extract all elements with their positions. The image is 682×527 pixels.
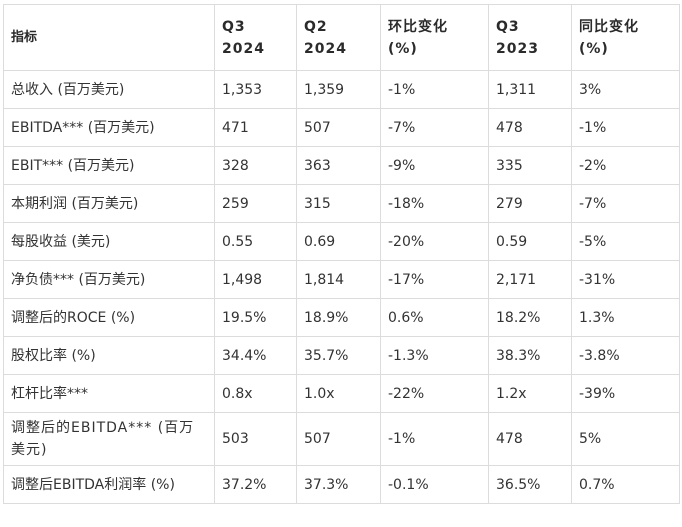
- cell-qoq-change: -20%: [380, 222, 489, 261]
- cell-q3-2023: 478: [488, 108, 572, 147]
- cell-q3-2024: 503: [214, 412, 297, 466]
- table-row: 调整后的ROCE (%) 19.5% 18.9% 0.6% 18.2% 1.3%: [3, 298, 680, 337]
- cell-q3-2024: 1,498: [214, 260, 297, 299]
- cell-q3-2024: 328: [214, 146, 297, 185]
- cell-q3-2024: 1,353: [214, 70, 297, 109]
- header-metric: 指标: [3, 4, 215, 71]
- cell-yoy-change: 0.7%: [571, 465, 680, 504]
- table-row: 每股收益 (美元) 0.55 0.69 -20% 0.59 -5%: [3, 222, 680, 261]
- cell-yoy-change: -1%: [571, 108, 680, 147]
- cell-q2-2024: 35.7%: [296, 336, 381, 375]
- table-row: 股权比率 (%) 34.4% 35.7% -1.3% 38.3% -3.8%: [3, 336, 680, 375]
- cell-qoq-change: -1%: [380, 412, 489, 466]
- cell-yoy-change: -2%: [571, 146, 680, 185]
- cell-qoq-change: -17%: [380, 260, 489, 299]
- table-row: 杠杆比率*** 0.8x 1.0x -22% 1.2x -39%: [3, 374, 680, 413]
- cell-q2-2024: 1.0x: [296, 374, 381, 413]
- header-q3-2024: Q3 2024: [214, 4, 297, 71]
- cell-q3-2023: 18.2%: [488, 298, 572, 337]
- cell-qoq-change: -18%: [380, 184, 489, 223]
- table-header-row: 指标 Q3 2024 Q2 2024 环比变化 (%) Q3 2023 同比变化…: [3, 4, 680, 71]
- row-label: 股权比率 (%): [3, 336, 215, 375]
- row-label: EBITDA*** (百万美元): [3, 108, 215, 147]
- cell-qoq-change: -0.1%: [380, 465, 489, 504]
- row-label: EBIT*** (百万美元): [3, 146, 215, 185]
- cell-q3-2023: 38.3%: [488, 336, 572, 375]
- cell-q2-2024: 1,359: [296, 70, 381, 109]
- cell-q3-2023: 36.5%: [488, 465, 572, 504]
- cell-yoy-change: 5%: [571, 412, 680, 466]
- header-yoy-change: 同比变化 (%): [571, 4, 680, 71]
- cell-qoq-change: 0.6%: [380, 298, 489, 337]
- cell-q2-2024: 315: [296, 184, 381, 223]
- cell-q2-2024: 1,814: [296, 260, 381, 299]
- cell-q3-2023: 1.2x: [488, 374, 572, 413]
- cell-q3-2024: 0.55: [214, 222, 297, 261]
- cell-yoy-change: 3%: [571, 70, 680, 109]
- cell-q3-2023: 335: [488, 146, 572, 185]
- cell-q3-2023: 478: [488, 412, 572, 466]
- cell-q3-2023: 1,311: [488, 70, 572, 109]
- cell-q2-2024: 507: [296, 412, 381, 466]
- table-row: 调整后EBITDA利润率 (%) 37.2% 37.3% -0.1% 36.5%…: [3, 465, 680, 504]
- header-qoq-change: 环比变化 (%): [380, 4, 489, 71]
- cell-q2-2024: 363: [296, 146, 381, 185]
- row-label: 杠杆比率***: [3, 374, 215, 413]
- cell-q3-2023: 0.59: [488, 222, 572, 261]
- cell-q3-2024: 34.4%: [214, 336, 297, 375]
- row-label: 每股收益 (美元): [3, 222, 215, 261]
- metrics-table: 指标 Q3 2024 Q2 2024 环比变化 (%) Q3 2023 同比变化…: [3, 4, 680, 504]
- cell-yoy-change: -3.8%: [571, 336, 680, 375]
- row-label: 调整后的EBITDA*** (百万美元): [3, 412, 215, 466]
- row-label: 本期利润 (百万美元): [3, 184, 215, 223]
- table-row: EBIT*** (百万美元) 328 363 -9% 335 -2%: [3, 146, 680, 185]
- table-row: 总收入 (百万美元) 1,353 1,359 -1% 1,311 3%: [3, 70, 680, 109]
- table-row: 本期利润 (百万美元) 259 315 -18% 279 -7%: [3, 184, 680, 223]
- cell-yoy-change: -31%: [571, 260, 680, 299]
- header-q3-2023: Q3 2023: [488, 4, 572, 71]
- row-label: 总收入 (百万美元): [3, 70, 215, 109]
- cell-q3-2024: 37.2%: [214, 465, 297, 504]
- cell-yoy-change: -5%: [571, 222, 680, 261]
- cell-q2-2024: 0.69: [296, 222, 381, 261]
- cell-qoq-change: -7%: [380, 108, 489, 147]
- cell-q3-2024: 19.5%: [214, 298, 297, 337]
- header-q2-2024: Q2 2024: [296, 4, 381, 71]
- row-label: 净负债*** (百万美元): [3, 260, 215, 299]
- cell-q3-2023: 279: [488, 184, 572, 223]
- row-label: 调整后EBITDA利润率 (%): [3, 465, 215, 504]
- cell-qoq-change: -1.3%: [380, 336, 489, 375]
- cell-qoq-change: -22%: [380, 374, 489, 413]
- table-row: 净负债*** (百万美元) 1,498 1,814 -17% 2,171 -31…: [3, 260, 680, 299]
- cell-q2-2024: 507: [296, 108, 381, 147]
- cell-qoq-change: -1%: [380, 70, 489, 109]
- cell-q3-2024: 0.8x: [214, 374, 297, 413]
- table-row: 调整后的EBITDA*** (百万美元) 503 507 -1% 478 5%: [3, 412, 680, 466]
- cell-yoy-change: -7%: [571, 184, 680, 223]
- row-label: 调整后的ROCE (%): [3, 298, 215, 337]
- cell-q2-2024: 18.9%: [296, 298, 381, 337]
- table-row: EBITDA*** (百万美元) 471 507 -7% 478 -1%: [3, 108, 680, 147]
- cell-q3-2024: 471: [214, 108, 297, 147]
- cell-q3-2024: 259: [214, 184, 297, 223]
- cell-qoq-change: -9%: [380, 146, 489, 185]
- cell-yoy-change: 1.3%: [571, 298, 680, 337]
- cell-q2-2024: 37.3%: [296, 465, 381, 504]
- cell-q3-2023: 2,171: [488, 260, 572, 299]
- cell-yoy-change: -39%: [571, 374, 680, 413]
